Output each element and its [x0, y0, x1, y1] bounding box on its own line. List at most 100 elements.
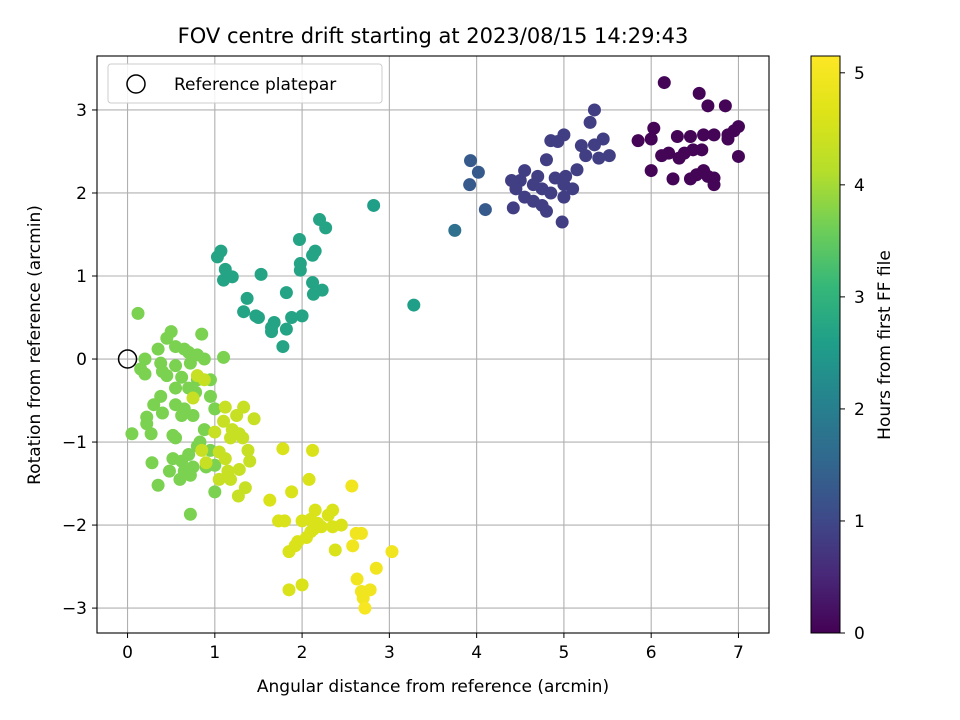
- data-point: [208, 425, 222, 439]
- data-point: [506, 201, 520, 215]
- data-point: [644, 132, 658, 146]
- data-point: [385, 545, 399, 559]
- x-tick-label: 6: [646, 643, 657, 663]
- data-point: [707, 178, 721, 192]
- data-points: [125, 76, 745, 615]
- data-point: [587, 103, 601, 117]
- data-point: [579, 149, 593, 163]
- colorbar-tick-label: 3: [854, 288, 865, 308]
- data-point: [224, 472, 238, 486]
- data-point: [282, 545, 296, 559]
- x-tick-label: 7: [733, 643, 744, 663]
- data-point: [505, 174, 519, 188]
- data-point: [208, 485, 222, 499]
- data-point: [241, 443, 255, 457]
- data-point: [314, 520, 328, 534]
- data-point: [683, 172, 697, 186]
- data-point: [346, 539, 360, 553]
- data-point: [186, 391, 200, 405]
- data-point: [574, 139, 588, 153]
- x-tick-label: 5: [558, 643, 569, 663]
- data-point: [265, 325, 279, 339]
- data-point: [707, 128, 721, 142]
- chart-title: FOV centre drift starting at 2023/08/15 …: [178, 24, 689, 48]
- data-point: [319, 221, 333, 235]
- data-point: [140, 417, 154, 431]
- data-point: [655, 149, 669, 163]
- data-point: [306, 276, 320, 290]
- data-point: [169, 431, 183, 445]
- data-point: [276, 340, 290, 354]
- legend-box: [107, 63, 383, 104]
- data-point: [175, 408, 189, 422]
- y-tick-label: 1: [76, 267, 87, 287]
- data-point: [251, 311, 265, 325]
- data-point: [160, 331, 174, 345]
- data-point: [539, 204, 553, 218]
- data-point: [448, 223, 462, 237]
- x-tick-label: 1: [209, 643, 220, 663]
- data-point: [186, 408, 200, 422]
- data-point: [670, 130, 684, 144]
- x-tick-label: 3: [384, 643, 395, 663]
- colorbar-label: Hours from first FF file: [875, 250, 895, 440]
- data-point: [587, 138, 601, 152]
- data-point: [367, 198, 381, 212]
- data-point: [293, 263, 307, 277]
- data-point: [218, 452, 232, 466]
- x-tick-label: 4: [471, 643, 482, 663]
- data-point: [195, 443, 209, 457]
- data-point: [183, 356, 197, 370]
- colorbar-tick-label: 1: [854, 512, 865, 532]
- data-point: [183, 468, 197, 482]
- legend-marker-icon: [126, 74, 146, 94]
- data-point: [557, 128, 571, 142]
- data-point: [718, 99, 732, 113]
- colorbar-gradient: [810, 55, 841, 634]
- colorbar-tick-label: 2: [854, 400, 865, 420]
- data-point: [518, 164, 532, 178]
- y-axis-ticks: −3 −2 −1 0 1 2 3: [62, 101, 97, 619]
- data-point: [210, 250, 224, 264]
- data-point: [570, 163, 584, 177]
- data-point: [358, 601, 372, 615]
- data-point: [295, 514, 309, 528]
- y-tick-label: 2: [76, 184, 87, 204]
- data-point: [295, 309, 309, 323]
- data-point: [539, 153, 553, 167]
- data-point: [369, 561, 383, 575]
- colorbar-tick-label: 0: [854, 624, 865, 644]
- data-point: [217, 414, 231, 428]
- data-point: [230, 408, 244, 422]
- data-point: [672, 151, 686, 165]
- data-point: [464, 154, 478, 168]
- data-point: [555, 215, 569, 229]
- data-point: [592, 151, 606, 165]
- colorbar: 0 1 2 3 4 5 Hours from first FF file: [810, 55, 895, 644]
- data-point: [276, 442, 290, 456]
- data-point: [295, 578, 309, 592]
- data-point: [306, 248, 320, 262]
- data-point: [279, 286, 293, 300]
- data-point: [197, 352, 211, 366]
- data-point: [195, 327, 209, 341]
- data-point: [183, 507, 197, 521]
- data-point: [657, 76, 671, 90]
- data-point: [138, 352, 152, 366]
- data-point: [471, 165, 485, 179]
- data-point: [197, 423, 211, 437]
- data-point: [306, 287, 320, 301]
- data-point: [232, 462, 246, 476]
- data-point: [247, 412, 261, 426]
- data-point: [169, 359, 183, 373]
- legend-label: Reference platepar: [174, 75, 336, 95]
- data-point: [162, 464, 176, 478]
- legend: Reference platepar: [107, 63, 383, 104]
- data-point: [644, 164, 658, 178]
- data-point: [285, 311, 299, 325]
- data-point: [155, 406, 169, 420]
- data-point: [697, 128, 711, 142]
- data-point: [478, 203, 492, 217]
- data-point: [731, 149, 745, 163]
